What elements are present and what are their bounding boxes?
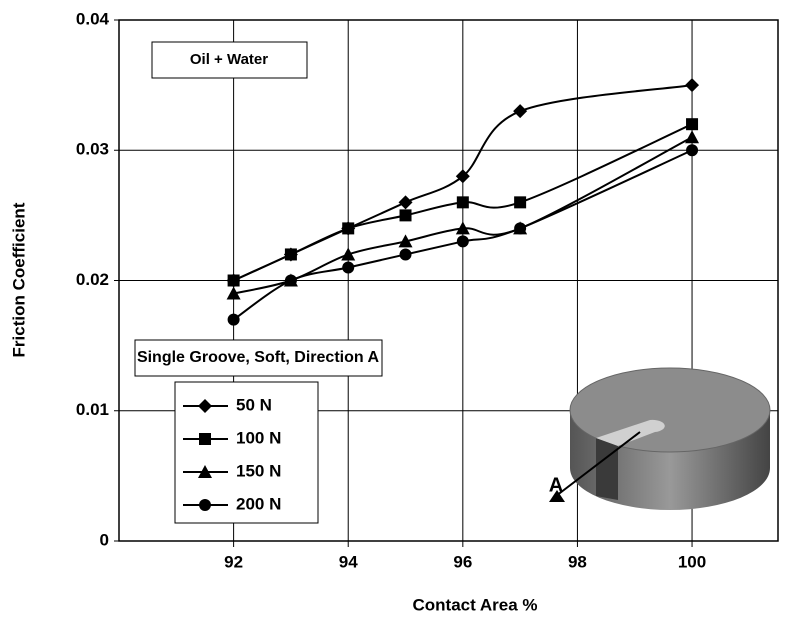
marker bbox=[341, 247, 356, 261]
annotation: Oil + Water bbox=[190, 51, 268, 68]
marker bbox=[686, 144, 699, 157]
x-tick-label: 94 bbox=[339, 552, 358, 571]
marker bbox=[284, 274, 297, 287]
x-tick-label: 98 bbox=[568, 552, 587, 571]
legend-label: 200 N bbox=[236, 494, 281, 513]
marker bbox=[342, 261, 355, 274]
marker bbox=[685, 78, 700, 93]
marker bbox=[227, 313, 240, 326]
y-tick-label: 0.04 bbox=[76, 9, 110, 28]
marker bbox=[455, 169, 470, 184]
marker bbox=[399, 248, 412, 261]
marker bbox=[513, 104, 528, 119]
legend-marker bbox=[198, 465, 212, 478]
marker bbox=[227, 274, 240, 287]
y-axis-label: Friction Coefficient bbox=[9, 202, 28, 357]
marker bbox=[398, 234, 413, 248]
disk-illustration bbox=[549, 367, 771, 510]
legend bbox=[174, 381, 319, 524]
x-axis-label: Contact Area % bbox=[412, 595, 537, 614]
marker bbox=[456, 196, 469, 209]
legend-label: 100 N bbox=[236, 428, 281, 447]
marker bbox=[514, 222, 527, 235]
x-tick-label: 100 bbox=[678, 552, 706, 571]
legend-marker bbox=[199, 499, 211, 511]
annotation-box bbox=[151, 41, 308, 79]
annotation-box bbox=[134, 339, 383, 377]
marker bbox=[399, 209, 412, 222]
marker bbox=[342, 222, 355, 235]
marker bbox=[686, 118, 699, 131]
y-tick-label: 0.03 bbox=[76, 140, 109, 159]
marker bbox=[456, 235, 469, 248]
y-tick-label: 0.02 bbox=[76, 270, 109, 289]
legend-marker bbox=[199, 433, 211, 445]
x-tick-label: 96 bbox=[453, 552, 472, 571]
legend-label: 50 N bbox=[236, 395, 272, 414]
x-tick-label: 92 bbox=[224, 552, 243, 571]
marker bbox=[514, 196, 527, 209]
y-tick-label: 0 bbox=[100, 530, 109, 549]
legend-marker bbox=[198, 399, 212, 413]
y-tick-label: 0.01 bbox=[76, 400, 109, 419]
marker bbox=[398, 195, 413, 210]
legend-label: 150 N bbox=[236, 461, 281, 480]
annotation: A bbox=[549, 474, 563, 496]
marker bbox=[455, 221, 470, 235]
marker bbox=[226, 286, 241, 300]
annotation: Single Groove, Soft, Direction A bbox=[137, 349, 380, 366]
marker bbox=[284, 248, 297, 261]
marker bbox=[685, 130, 700, 144]
